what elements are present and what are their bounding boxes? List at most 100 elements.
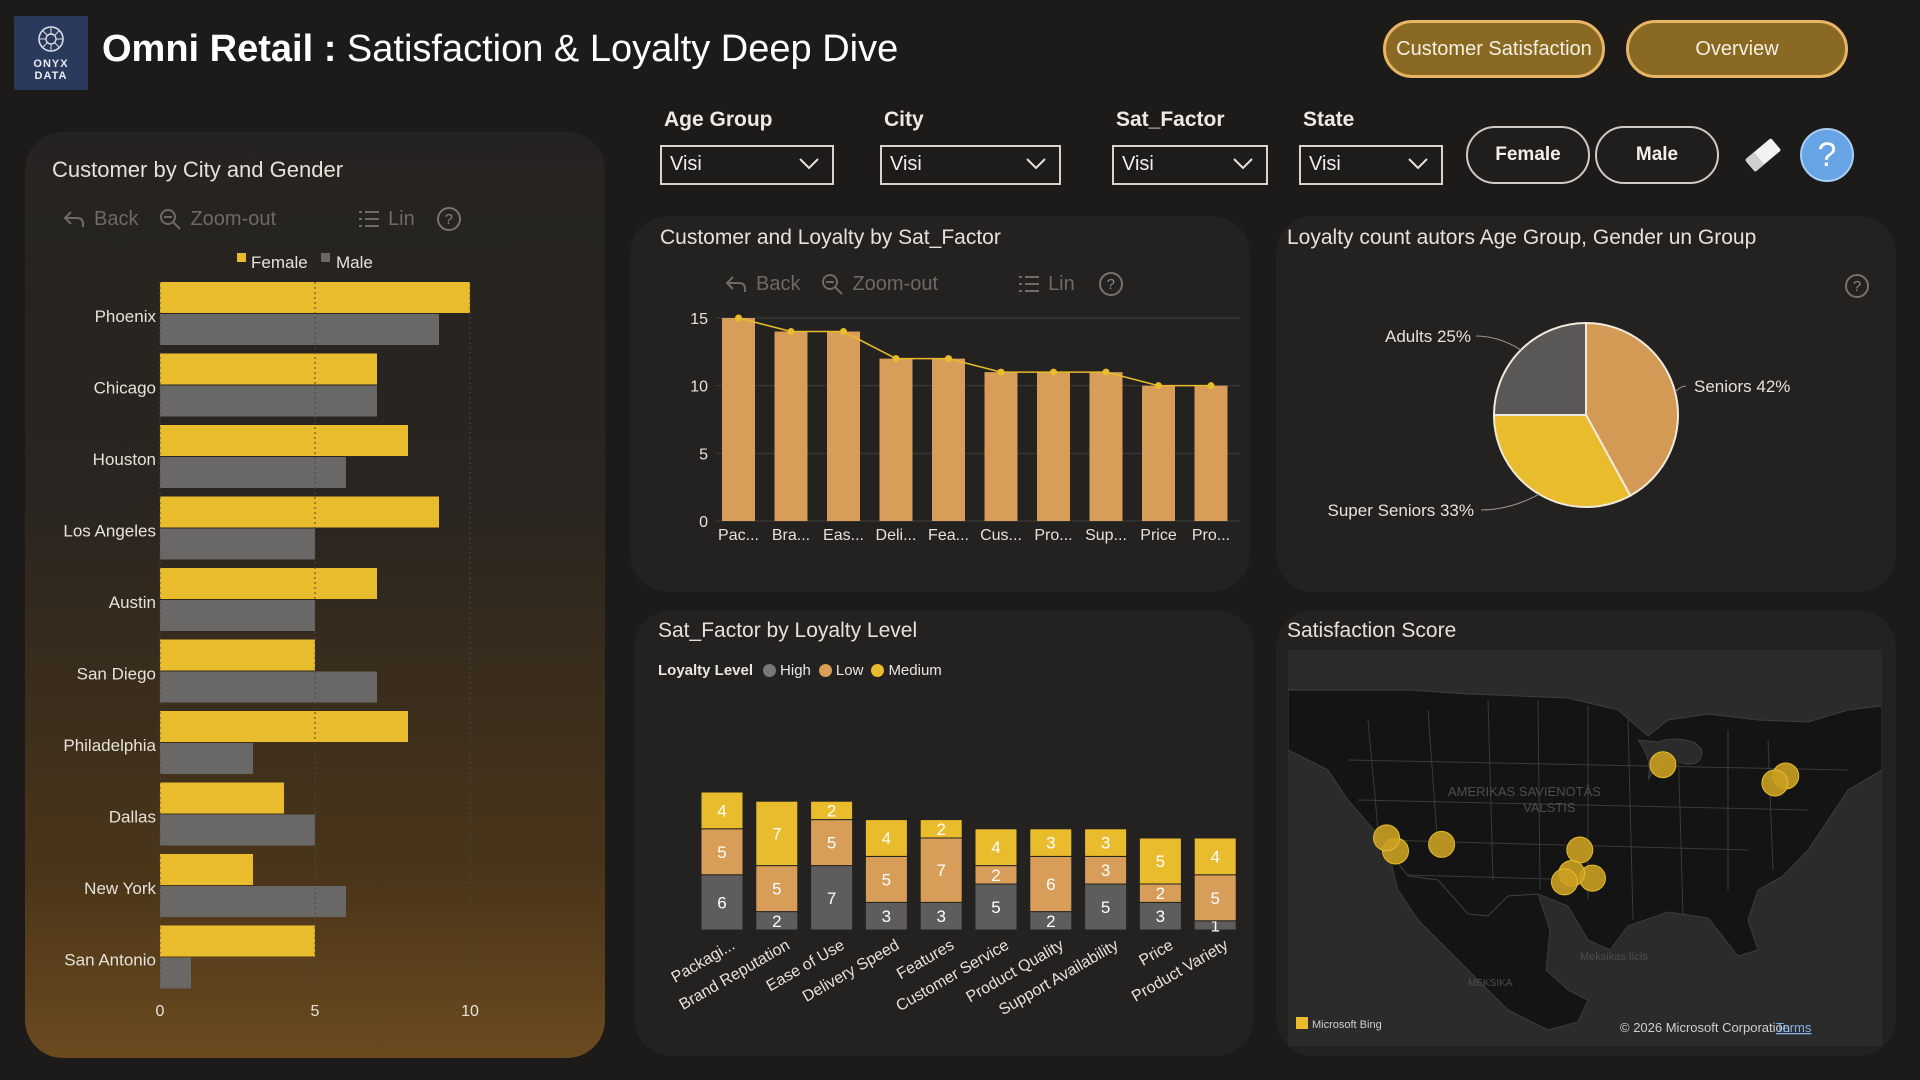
segment-label: 2 bbox=[772, 912, 781, 931]
line-point bbox=[1155, 382, 1162, 390]
city-gender-chart: Female Male Phoenix Chicago Houston Los Angel… bbox=[63, 253, 479, 1020]
x-tick: Price bbox=[1136, 937, 1176, 970]
bar-male bbox=[160, 814, 315, 846]
back-button[interactable]: Back bbox=[62, 208, 138, 231]
city-label: Philadelphia bbox=[63, 736, 156, 755]
chevron-down-icon bbox=[799, 158, 819, 170]
stack-segment bbox=[1029, 828, 1073, 857]
chart-help-glyph: ? bbox=[1852, 277, 1862, 295]
bar bbox=[1089, 372, 1123, 521]
sat-factor-label: Sat_Factor bbox=[1116, 108, 1225, 131]
zoom-out-button[interactable]: Zoom-out bbox=[820, 272, 938, 296]
city-label: Dallas bbox=[109, 808, 156, 827]
sat-factor-select[interactable]: Visi bbox=[1112, 145, 1268, 185]
segment-label: 3 bbox=[882, 907, 891, 926]
lin-button[interactable]: Lin bbox=[358, 208, 415, 231]
segment-label: 5 bbox=[1156, 852, 1165, 871]
bar-female bbox=[160, 639, 315, 671]
x-tick: 5 bbox=[311, 1003, 320, 1020]
chart-help-icon[interactable]: ? bbox=[436, 207, 461, 231]
age-group-pie-chart: Seniors 42% Super Seniors 33% Adults 25% bbox=[1328, 321, 1790, 520]
female-filter-button[interactable]: Female bbox=[1466, 126, 1590, 184]
back-label: Back bbox=[94, 207, 139, 230]
y-tick: 10 bbox=[690, 379, 708, 396]
x-tick: Fea... bbox=[928, 527, 969, 544]
segment-label: 5 bbox=[1101, 898, 1110, 917]
map-terms-link[interactable]: Terms bbox=[1776, 1020, 1812, 1035]
satisfaction-map[interactable]: AMERIKAS SAVIENOTĀS VALSTIS Meksikas līc… bbox=[1288, 650, 1882, 1046]
customer-satisfaction-button[interactable]: Customer Satisfaction bbox=[1383, 20, 1605, 78]
help-icon[interactable]: ? bbox=[1800, 128, 1854, 182]
stack-segment bbox=[755, 800, 799, 867]
stack-segment bbox=[864, 855, 908, 903]
bar bbox=[1194, 385, 1228, 521]
zoom-out-icon bbox=[160, 209, 182, 230]
map-point bbox=[1373, 824, 1401, 852]
map-state-borders bbox=[1347, 699, 1849, 921]
bar-female bbox=[160, 925, 315, 957]
back-button[interactable]: Back bbox=[724, 273, 800, 296]
y-tick: 5 bbox=[699, 446, 708, 463]
male-filter-button[interactable]: Male bbox=[1595, 126, 1719, 184]
city-select[interactable]: Visi bbox=[880, 145, 1061, 185]
chevron-down-icon bbox=[1233, 158, 1253, 170]
segment-label: 7 bbox=[772, 824, 781, 843]
bar bbox=[827, 331, 860, 521]
chart-help-icon[interactable]: ? bbox=[1845, 274, 1869, 298]
bar bbox=[722, 318, 755, 521]
map-point bbox=[1649, 751, 1677, 779]
bar-male bbox=[160, 385, 377, 417]
segment-label: 2 bbox=[991, 866, 1000, 885]
age-group-select[interactable]: Visi bbox=[660, 145, 834, 185]
loyalty-age-title: Loyalty count autors Age Group, Gender u… bbox=[1287, 226, 1757, 249]
bar bbox=[774, 331, 808, 521]
page-title-rest: Satisfaction & Loyalty Deep Dive bbox=[336, 28, 899, 70]
lin-button[interactable]: Lin bbox=[1018, 273, 1075, 296]
x-tick: Bra... bbox=[772, 527, 810, 544]
map-gulf-label: Meksikas līcis bbox=[1580, 951, 1648, 963]
logo-text-data: DATA bbox=[34, 70, 68, 82]
city-label: New York bbox=[84, 879, 156, 898]
city-label: Chicago bbox=[94, 379, 156, 398]
eraser-icon[interactable] bbox=[1740, 132, 1786, 178]
segment-label: 5 bbox=[1210, 889, 1219, 908]
city-label: Austin bbox=[109, 593, 156, 612]
x-tick: Deli... bbox=[876, 527, 917, 544]
stack-segment bbox=[919, 901, 963, 931]
bing-label: Microsoft Bing bbox=[1312, 1019, 1382, 1031]
stack-segment bbox=[919, 819, 963, 839]
x-tick: Pac... bbox=[718, 527, 759, 544]
sat-factor-title: Customer and Loyalty by Sat_Factor bbox=[660, 226, 1001, 249]
legend-female: Female bbox=[251, 253, 308, 272]
city-value: Visi bbox=[890, 153, 922, 175]
pie-leader bbox=[1475, 335, 1522, 351]
city-label: Phoenix bbox=[95, 307, 157, 326]
city-label: Houston bbox=[93, 450, 156, 469]
line-point bbox=[1050, 368, 1057, 376]
segment-label: 3 bbox=[936, 907, 945, 926]
stack-segment bbox=[1029, 855, 1073, 913]
map-point bbox=[1550, 868, 1578, 896]
stack-segment bbox=[755, 865, 799, 913]
back-arrow-icon bbox=[725, 276, 746, 292]
bar-female bbox=[160, 353, 377, 385]
bar-male bbox=[160, 457, 346, 488]
zoom-out-label: Zoom-out bbox=[852, 272, 939, 295]
state-value: Visi bbox=[1309, 153, 1341, 175]
line-point bbox=[787, 328, 795, 336]
bar bbox=[932, 358, 965, 521]
overview-button[interactable]: Overview bbox=[1626, 20, 1848, 78]
pie-leader bbox=[1480, 493, 1540, 511]
x-tick: 10 bbox=[461, 1003, 479, 1020]
segment-label: 5 bbox=[827, 834, 836, 853]
chart-help-icon[interactable]: ? bbox=[1098, 272, 1123, 296]
city-gender-toolbar: Back Zoom-out Lin ? bbox=[62, 207, 461, 231]
stack-segment bbox=[810, 819, 854, 867]
map-point bbox=[1761, 769, 1789, 797]
stack-segment bbox=[974, 828, 1018, 867]
back-label: Back bbox=[756, 272, 801, 295]
zoom-out-button[interactable]: Zoom-out bbox=[158, 207, 276, 231]
state-select[interactable]: Visi bbox=[1299, 145, 1443, 185]
segment-label: 6 bbox=[1046, 875, 1055, 894]
segment-label: 5 bbox=[772, 880, 781, 899]
